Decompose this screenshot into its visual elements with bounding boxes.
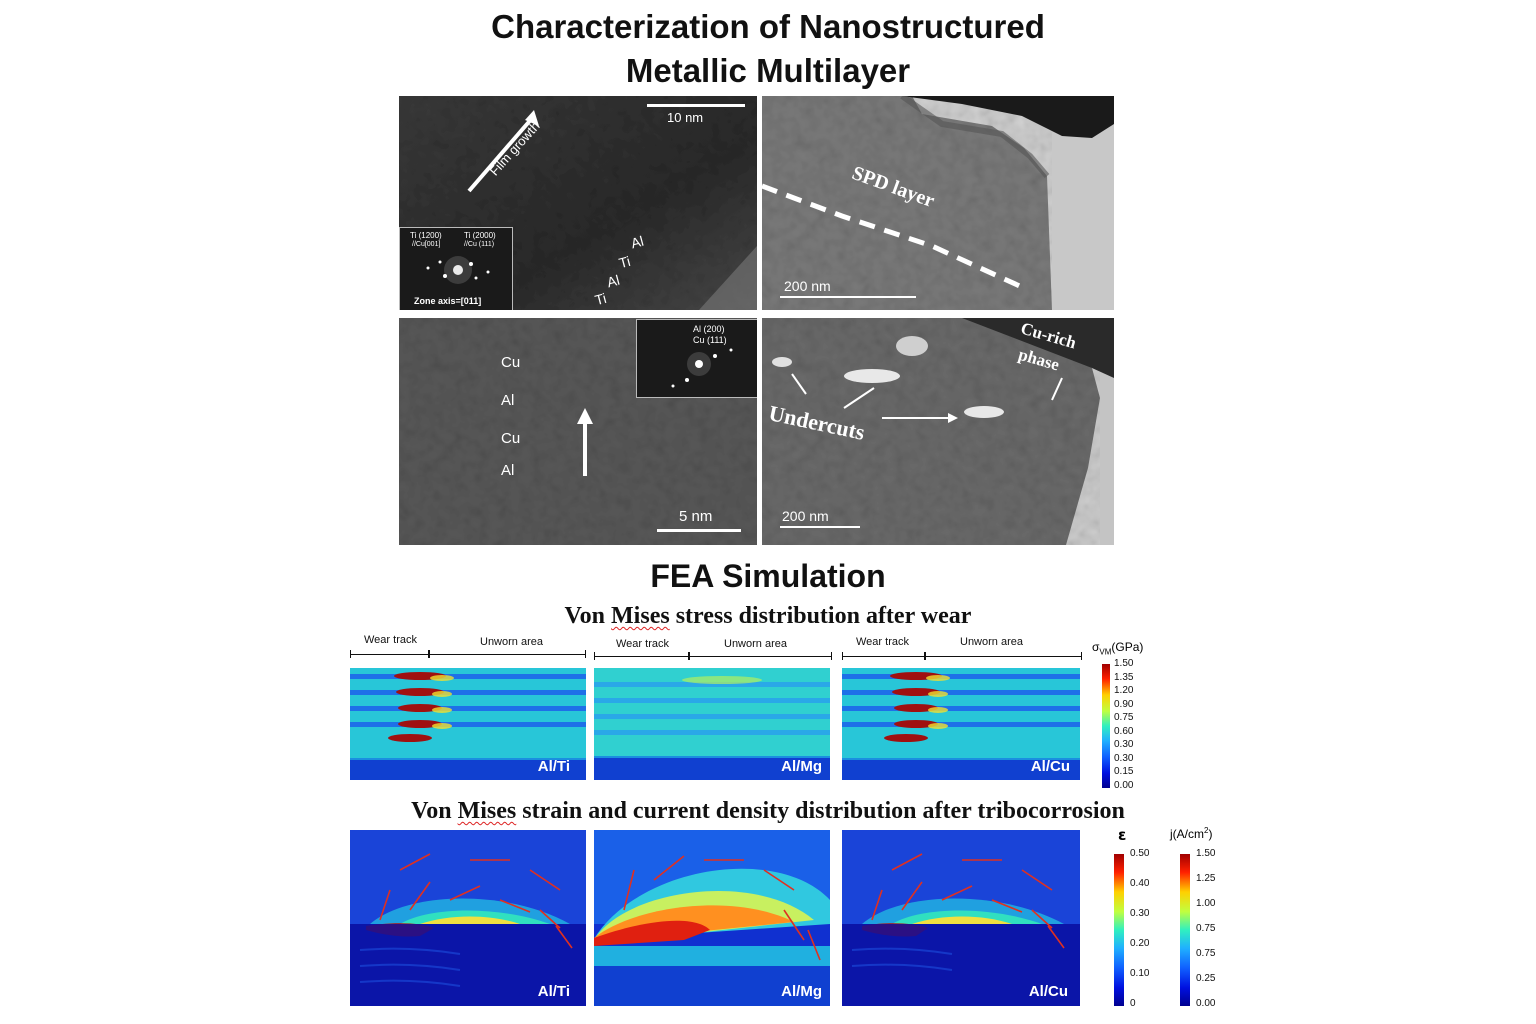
stress-colorbar-title: σVM(GPa) xyxy=(1092,640,1144,657)
colorbar-tick-label: 0.40 xyxy=(1130,878,1150,889)
colorbar-tick-label: 0.30 xyxy=(1114,739,1134,751)
colorbar-tick-label: 0.10 xyxy=(1130,968,1150,979)
scale-label: 10 nm xyxy=(667,110,704,125)
zone-axis-label: Zone axis=[011] xyxy=(414,296,482,306)
material-label: Al/Cu xyxy=(1030,758,1070,775)
unworn-bracket xyxy=(428,650,586,658)
unworn-bracket xyxy=(688,652,832,660)
colorbar-tick-label: 1.25 xyxy=(1196,873,1216,884)
stress-panel-al-ti: Wear track Unworn area Al/Ti xyxy=(350,634,586,781)
fea-title: FEA Simulation xyxy=(650,558,886,594)
stress-heading: Von Mises stress distribution after wear xyxy=(564,603,972,629)
diffraction-pattern xyxy=(671,348,733,388)
layer-label: Al xyxy=(501,392,515,409)
wear-track-label: Wear track xyxy=(364,634,417,646)
colorbar-tick-label: 0.00 xyxy=(1114,780,1134,791)
strain-panel-al-mg: Al/Mg xyxy=(584,830,830,1006)
material-label: Al/Cu xyxy=(1028,983,1068,1000)
inset-label: //Cu (111) xyxy=(464,241,495,248)
stress-colorbar xyxy=(1102,664,1110,788)
stress-panel-al-mg: Wear track Unworn area Al/Mg xyxy=(594,634,832,781)
strain-map xyxy=(842,830,1080,1006)
tem-image-undercuts xyxy=(762,318,1114,545)
tem-panel-al-ti: Film growth 10 nm Al Ti Al Ti Ti (1200) … xyxy=(399,96,757,310)
unworn-area-label: Unworn area xyxy=(960,636,1023,648)
colorbar-tick-label: 1.00 xyxy=(1196,898,1216,909)
material-label: Al/Mg xyxy=(781,983,822,1000)
strain-heading: Von Mises strain and current density dis… xyxy=(411,798,1125,824)
colorbar-tick-label: 0.30 xyxy=(1130,908,1150,919)
colorbar-tick-label: 0.75 xyxy=(1114,712,1134,724)
strain-panel-al-ti: Al/Ti xyxy=(350,830,586,1006)
colorbar-tick-label: 0.75 xyxy=(1196,923,1216,934)
tem-panel-spd-layer: SPD layer 200 nm xyxy=(762,96,1114,310)
wear-track-bracket xyxy=(350,650,430,658)
inset-label: Al (200) xyxy=(693,324,725,334)
stress-map xyxy=(842,668,1080,780)
stress-map xyxy=(594,668,830,780)
tem-image-spd xyxy=(762,96,1114,310)
material-label: Al/Ti xyxy=(537,758,570,775)
layer-label: Cu xyxy=(501,430,521,447)
unworn-bracket xyxy=(924,652,1082,660)
colorbar-tick-label: 0.00 xyxy=(1196,998,1216,1009)
figure-title-line-1: Characterization of Nanostructured xyxy=(491,8,1045,45)
colorbar-tick-label: 1.20 xyxy=(1114,685,1134,697)
strain-colorbar xyxy=(1114,854,1124,1006)
wear-track-label: Wear track xyxy=(856,636,909,648)
current-density-colorbar-title: j(A/cm2) xyxy=(1170,826,1213,841)
material-label: Al/Mg xyxy=(781,758,822,775)
inset-label: Ti (1200) xyxy=(410,231,442,240)
strain-panel-al-cu: Al/Cu xyxy=(842,830,1080,1006)
scale-bar xyxy=(647,104,745,107)
wear-track-label: Wear track xyxy=(616,638,669,650)
layer-label: Cu xyxy=(501,354,521,371)
wear-track-bracket xyxy=(594,652,690,660)
colorbar-tick-label: 1.35 xyxy=(1114,671,1134,683)
colorbar-tick-label: 0 xyxy=(1130,998,1136,1009)
inset-label: //Cu[001] xyxy=(412,241,441,248)
colorbar-tick-label: 0.25 xyxy=(1196,973,1216,984)
scale-label: 200 nm xyxy=(784,278,831,294)
wear-track-bracket xyxy=(842,652,926,660)
scale-label: 5 nm xyxy=(679,508,713,525)
colorbar-tick-label: 0.50 xyxy=(1130,848,1150,859)
stress-map xyxy=(350,668,586,780)
stress-panel-al-cu: Wear track Unworn area Al/Cu xyxy=(842,634,1082,781)
colorbar-tick-label: 0.20 xyxy=(1130,938,1150,949)
diffraction-pattern xyxy=(426,256,490,284)
scale-bar xyxy=(657,529,741,532)
colorbar-tick-label: 0.15 xyxy=(1114,766,1134,778)
figure-title-line-2: Metallic Multilayer xyxy=(625,52,911,89)
scale-bar xyxy=(780,296,916,298)
material-label: Al/Ti xyxy=(537,983,570,1000)
inset-label: Ti (2000) xyxy=(464,231,496,240)
diffraction-inset: Al (200) Cu (111) xyxy=(636,319,757,398)
tem-panel-undercuts: Cu-rich phase Undercuts 200 nm xyxy=(762,318,1114,545)
unworn-area-label: Unworn area xyxy=(480,636,543,648)
strain-colorbar-title: ε xyxy=(1118,826,1127,844)
inset-label: Cu (111) xyxy=(693,335,727,345)
current-density-colorbar xyxy=(1180,854,1190,1006)
colorbar-tick-label: 0.30 xyxy=(1114,752,1134,764)
colorbar-tick-label: 1.50 xyxy=(1196,848,1216,859)
tem-panel-al-cu: Cu Al Cu Al Al (200) Cu (111) 5 nm xyxy=(399,318,757,545)
layer-label: Al xyxy=(501,462,515,479)
strain-map xyxy=(350,830,586,1006)
colorbar-tick-label: 0.75 xyxy=(1196,948,1216,959)
unworn-area-label: Unworn area xyxy=(724,638,787,650)
colorbar-tick-label: 0.90 xyxy=(1114,698,1134,710)
scale-bar xyxy=(780,526,860,528)
strain-map xyxy=(584,830,830,1006)
colorbar-tick-label: 1.50 xyxy=(1114,658,1134,669)
diffraction-inset: Ti (1200) //Cu[001] Ti (2000) //Cu (111)… xyxy=(399,227,513,310)
scale-label: 200 nm xyxy=(782,508,829,524)
colorbar-tick-label: 0.60 xyxy=(1114,725,1134,737)
